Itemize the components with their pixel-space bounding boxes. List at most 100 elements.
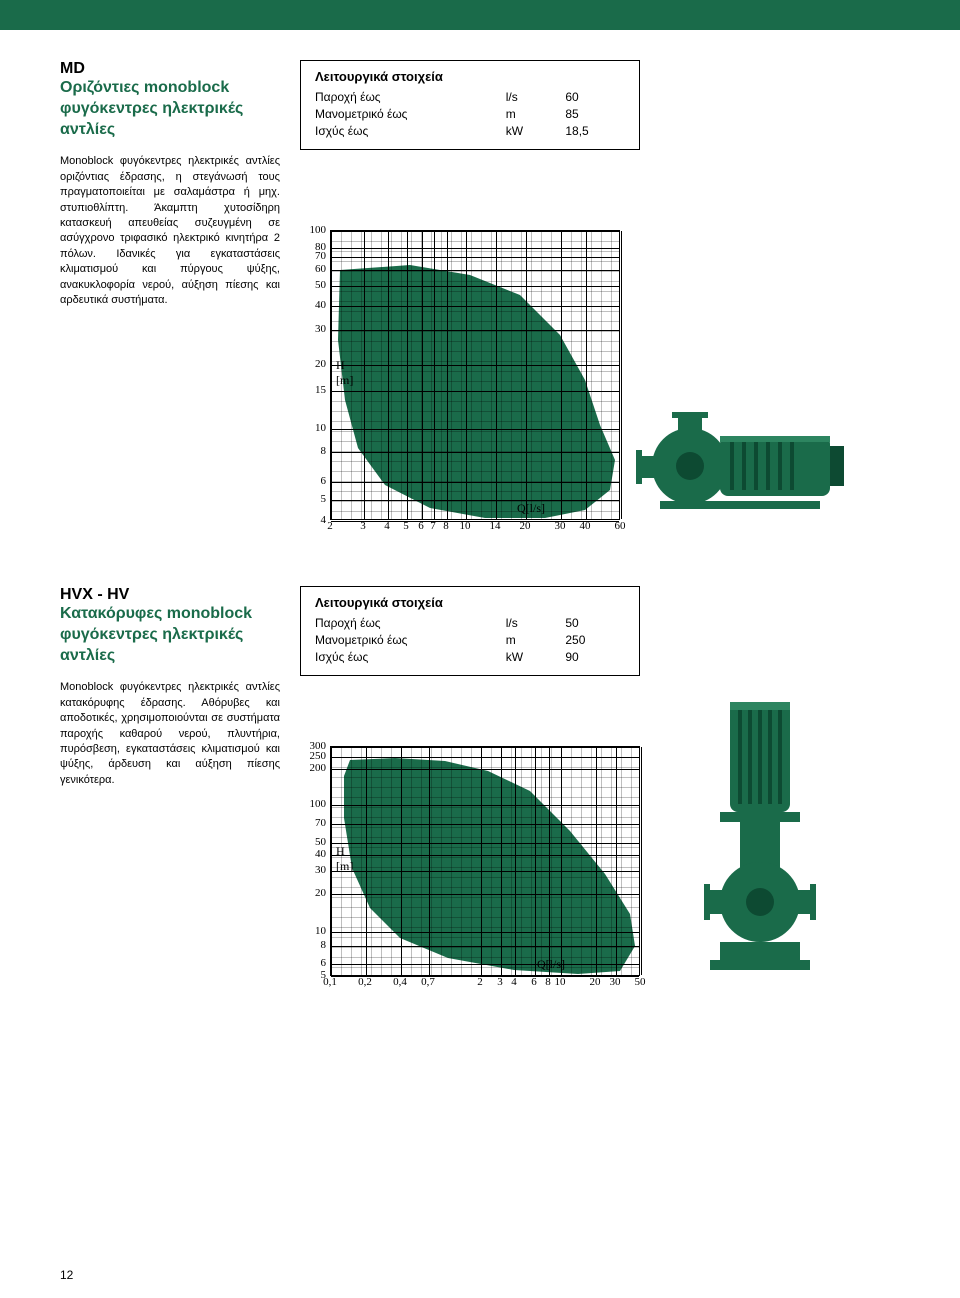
- x-tick: 20: [520, 520, 531, 532]
- y-tick: 200: [310, 762, 327, 774]
- y-tick: 70: [315, 817, 326, 829]
- y-axis-ticks: 1008070605040302015108654: [300, 230, 330, 520]
- chart-grid: [330, 746, 640, 976]
- y-axis-label: H [m]: [336, 358, 353, 388]
- horizontal-pump-icon: [630, 406, 850, 536]
- y-tick: 40: [315, 848, 326, 860]
- y-tick: 6: [321, 475, 327, 487]
- spec-label: Ισχύς έως: [315, 124, 506, 138]
- x-tick: 5: [403, 520, 409, 532]
- page-number: 12: [60, 1268, 73, 1282]
- pump-image: [620, 406, 860, 536]
- y-tick: 50: [315, 836, 326, 848]
- spec-unit: m: [506, 633, 566, 647]
- spec-unit: kW: [506, 650, 566, 664]
- y-tick: 100: [310, 224, 327, 236]
- x-tick: 20: [590, 976, 601, 988]
- spec-box: Λειτουργικά στοιχεία Παροχή έως l/s 60 Μ…: [300, 60, 640, 150]
- right-column: Λειτουργικά στοιχεία Παροχή έως l/s 50 Μ…: [300, 586, 900, 992]
- spec-value: 85: [565, 107, 625, 121]
- y-tick: 30: [315, 864, 326, 876]
- product-description: Monoblock φυγόκεντρες ηλεκτρικές αντλίες…: [60, 154, 280, 308]
- right-column: Λειτουργικά στοιχεία Παροχή έως l/s 60 Μ…: [300, 60, 900, 536]
- x-tick: 6: [531, 976, 537, 988]
- spec-label: Ισχύς έως: [315, 650, 506, 664]
- section-md: MD Οριζόντιες monoblock φυγόκεντρες ηλεκ…: [0, 30, 960, 536]
- y-tick: 50: [315, 279, 326, 291]
- x-tick: 10: [460, 520, 471, 532]
- y-tick: 70: [315, 250, 326, 262]
- x-tick: 6: [418, 520, 424, 532]
- y-tick: 15: [315, 384, 326, 396]
- y-tick: 40: [315, 299, 326, 311]
- x-tick: 60: [615, 520, 626, 532]
- spec-label: Παροχή έως: [315, 90, 506, 104]
- y-tick: 5: [321, 493, 327, 505]
- x-tick: 0,1: [323, 976, 337, 988]
- y-tick: 60: [315, 263, 326, 275]
- spec-row: Ισχύς έως kW 18,5: [315, 124, 625, 138]
- chart-area: H [m] Q[l/s]: [330, 746, 640, 976]
- product-title: Κατακόρυφες monoblock φυγόκεντρες ηλεκτρ…: [60, 604, 280, 666]
- spec-row: Παροχή έως l/s 50: [315, 616, 625, 630]
- x-tick: 0,4: [393, 976, 407, 988]
- spec-unit: l/s: [506, 616, 566, 630]
- x-tick: 7: [430, 520, 436, 532]
- x-tick: 0,2: [358, 976, 372, 988]
- x-tick: 40: [580, 520, 591, 532]
- spec-label: Παροχή έως: [315, 616, 506, 630]
- spec-label: Μανομετρικό έως: [315, 107, 506, 121]
- x-tick: 4: [511, 976, 517, 988]
- x-tick: 30: [610, 976, 621, 988]
- spec-row: Μανομετρικό έως m 85: [315, 107, 625, 121]
- y-axis-label: H [m]: [336, 844, 353, 874]
- pump-image: [640, 692, 880, 992]
- section-hvx: HVX - HV Κατακόρυφες monoblock φυγόκεντρ…: [0, 536, 960, 992]
- spec-unit: kW: [506, 124, 566, 138]
- x-tick: 10: [555, 976, 566, 988]
- x-tick: 8: [443, 520, 449, 532]
- spec-unit: l/s: [506, 90, 566, 104]
- x-tick: 8: [545, 976, 551, 988]
- header-bar: [0, 0, 960, 30]
- x-tick: 50: [635, 976, 646, 988]
- x-tick: 2: [477, 976, 483, 988]
- spec-value: 60: [565, 90, 625, 104]
- x-axis-ticks: 2345678101420304060: [330, 520, 620, 536]
- y-tick: 30: [315, 323, 326, 335]
- spec-row: Μανομετρικό έως m 250: [315, 633, 625, 647]
- x-tick: 3: [497, 976, 503, 988]
- x-tick: 2: [327, 520, 333, 532]
- chart-grid: [330, 230, 620, 520]
- spec-row: Παροχή έως l/s 60: [315, 90, 625, 104]
- x-tick: 14: [490, 520, 501, 532]
- x-axis-ticks: 0,10,20,40,72346810203050: [330, 976, 640, 992]
- chart-area: H [m] Q[l/s]: [330, 230, 620, 520]
- product-description: Monoblock φυγόκεντρες ηλεκτρικές αντλίες…: [60, 680, 280, 788]
- spec-heading: Λειτουργικά στοιχεία: [315, 595, 625, 610]
- spec-row: Ισχύς έως kW 90: [315, 650, 625, 664]
- y-tick: 20: [315, 358, 326, 370]
- x-axis-label: Q[l/s]: [537, 957, 565, 972]
- spec-heading: Λειτουργικά στοιχεία: [315, 69, 625, 84]
- y-tick: 6: [321, 957, 327, 969]
- x-tick: 3: [360, 520, 366, 532]
- product-title: Οριζόντιες monoblock φυγόκεντρες ηλεκτρι…: [60, 78, 280, 140]
- vertical-pump-icon: [690, 692, 830, 992]
- spec-value: 50: [565, 616, 625, 630]
- y-tick: 20: [315, 887, 326, 899]
- spec-unit: m: [506, 107, 566, 121]
- left-column: MD Οριζόντιες monoblock φυγόκεντρες ηλεκ…: [60, 60, 300, 536]
- y-tick: 250: [310, 750, 327, 762]
- spec-value: 250: [565, 633, 625, 647]
- x-tick: 4: [384, 520, 390, 532]
- y-tick: 10: [315, 925, 326, 937]
- spec-label: Μανομετρικό έως: [315, 633, 506, 647]
- left-column: HVX - HV Κατακόρυφες monoblock φυγόκεντρ…: [60, 586, 300, 992]
- spec-value: 90: [565, 650, 625, 664]
- x-tick: 30: [555, 520, 566, 532]
- performance-chart: 1008070605040302015108654 H [m] Q[l/s] 2…: [300, 210, 620, 536]
- y-tick: 8: [321, 939, 327, 951]
- spec-box: Λειτουργικά στοιχεία Παροχή έως l/s 50 Μ…: [300, 586, 640, 676]
- x-axis-label: Q[l/s]: [517, 501, 545, 516]
